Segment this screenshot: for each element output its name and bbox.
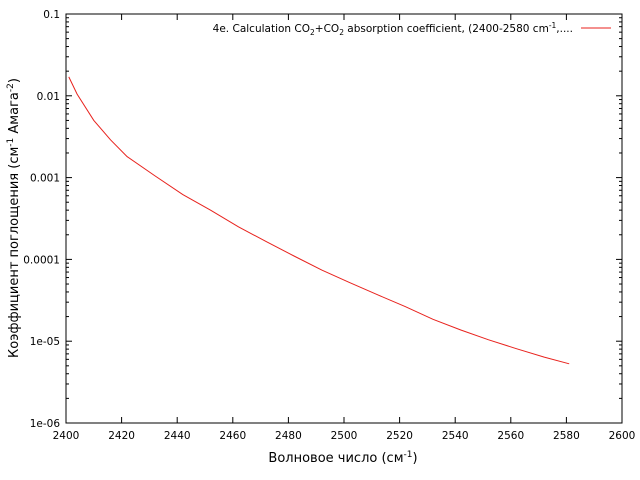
x-tick-label: 2440 [164, 430, 191, 442]
x-axis-ticks: 2400 2420 2440 2460 2480 2500 2520 2540 2560 2580… [53, 14, 636, 442]
x-tick-label: 2420 [108, 430, 135, 442]
x-tick-label: 2460 [219, 430, 246, 442]
y-axis-ticks: 1e-06 1e-05 0.0001 0.001 0.01 0.1 [23, 9, 622, 430]
x-tick-label: 2400 [53, 430, 80, 442]
x-tick-label: 2480 [275, 430, 302, 442]
y-tick-label: 1e-05 [30, 336, 60, 348]
series-layer [68, 76, 570, 365]
y-tick-label: 0.001 [30, 173, 60, 185]
legend-label: 4e. Calculation CO2+CO2 absorption coeff… [213, 21, 573, 37]
legend: 4e. Calculation CO2+CO2 absorption coeff… [213, 21, 611, 37]
y-axis-label: Коэффициент поглощения (см-1 Амага-2) [6, 78, 22, 358]
y-tick-label: 0.1 [43, 9, 60, 21]
x-tick-label: 2500 [331, 430, 358, 442]
x-tick-label: 2540 [442, 430, 469, 442]
series-line [68, 76, 570, 365]
y-tick-label: 0.01 [37, 91, 60, 103]
y-tick-label: 0.0001 [23, 254, 60, 266]
x-tick-label: 2580 [553, 430, 580, 442]
x-tick-label: 2560 [497, 430, 524, 442]
x-tick-label: 2600 [609, 430, 636, 442]
x-tick-label: 2520 [386, 430, 413, 442]
y-tick-label: 1e-06 [30, 418, 61, 430]
x-axis-label: Волновое число (см-1) [268, 450, 417, 466]
